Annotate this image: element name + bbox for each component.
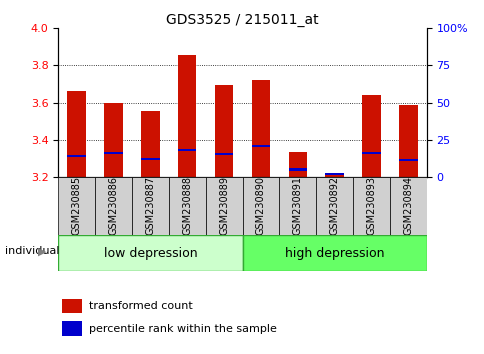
Bar [67, 91, 86, 177]
Bar [325, 173, 343, 177]
Bar [67, 154, 86, 157]
Text: low depression: low depression [103, 247, 197, 259]
Bar [398, 104, 417, 177]
Bar [398, 159, 417, 161]
FancyBboxPatch shape [58, 235, 242, 271]
FancyBboxPatch shape [132, 177, 168, 235]
Bar [141, 111, 159, 177]
Bar [214, 85, 233, 177]
FancyBboxPatch shape [242, 235, 426, 271]
Text: GSM230892: GSM230892 [329, 176, 339, 235]
Bar [178, 55, 196, 177]
Text: GSM230891: GSM230891 [292, 176, 302, 235]
Text: GSM230886: GSM230886 [108, 176, 118, 235]
Bar [141, 158, 159, 160]
FancyBboxPatch shape [58, 177, 95, 235]
Bar [251, 80, 270, 177]
FancyBboxPatch shape [205, 177, 242, 235]
FancyBboxPatch shape [168, 177, 205, 235]
Text: GSM230887: GSM230887 [145, 176, 155, 235]
Text: high depression: high depression [284, 247, 384, 259]
Text: GSM230893: GSM230893 [366, 176, 376, 235]
Bar [214, 153, 233, 155]
Bar [362, 95, 380, 177]
Text: GSM230888: GSM230888 [182, 176, 192, 235]
FancyBboxPatch shape [279, 177, 316, 235]
Bar [104, 152, 122, 154]
FancyBboxPatch shape [316, 177, 352, 235]
Bar [104, 103, 122, 177]
Bar [251, 145, 270, 148]
Text: GSM230890: GSM230890 [256, 176, 265, 235]
Bar [62, 321, 82, 336]
Bar [288, 152, 306, 177]
Text: percentile rank within the sample: percentile rank within the sample [89, 324, 276, 334]
FancyBboxPatch shape [95, 177, 132, 235]
FancyBboxPatch shape [242, 177, 279, 235]
Bar [62, 299, 82, 313]
Text: GSM230894: GSM230894 [403, 176, 412, 235]
Bar [178, 149, 196, 151]
Bar [362, 152, 380, 154]
FancyBboxPatch shape [389, 177, 426, 235]
Text: transformed count: transformed count [89, 301, 193, 311]
Text: individual: individual [5, 246, 59, 256]
Bar [288, 169, 306, 171]
FancyBboxPatch shape [352, 177, 389, 235]
Text: GSM230889: GSM230889 [219, 176, 228, 235]
Text: ▶: ▶ [37, 246, 46, 256]
Title: GDS3525 / 215011_at: GDS3525 / 215011_at [166, 13, 318, 27]
Text: GSM230885: GSM230885 [72, 176, 81, 235]
Bar [325, 173, 343, 175]
